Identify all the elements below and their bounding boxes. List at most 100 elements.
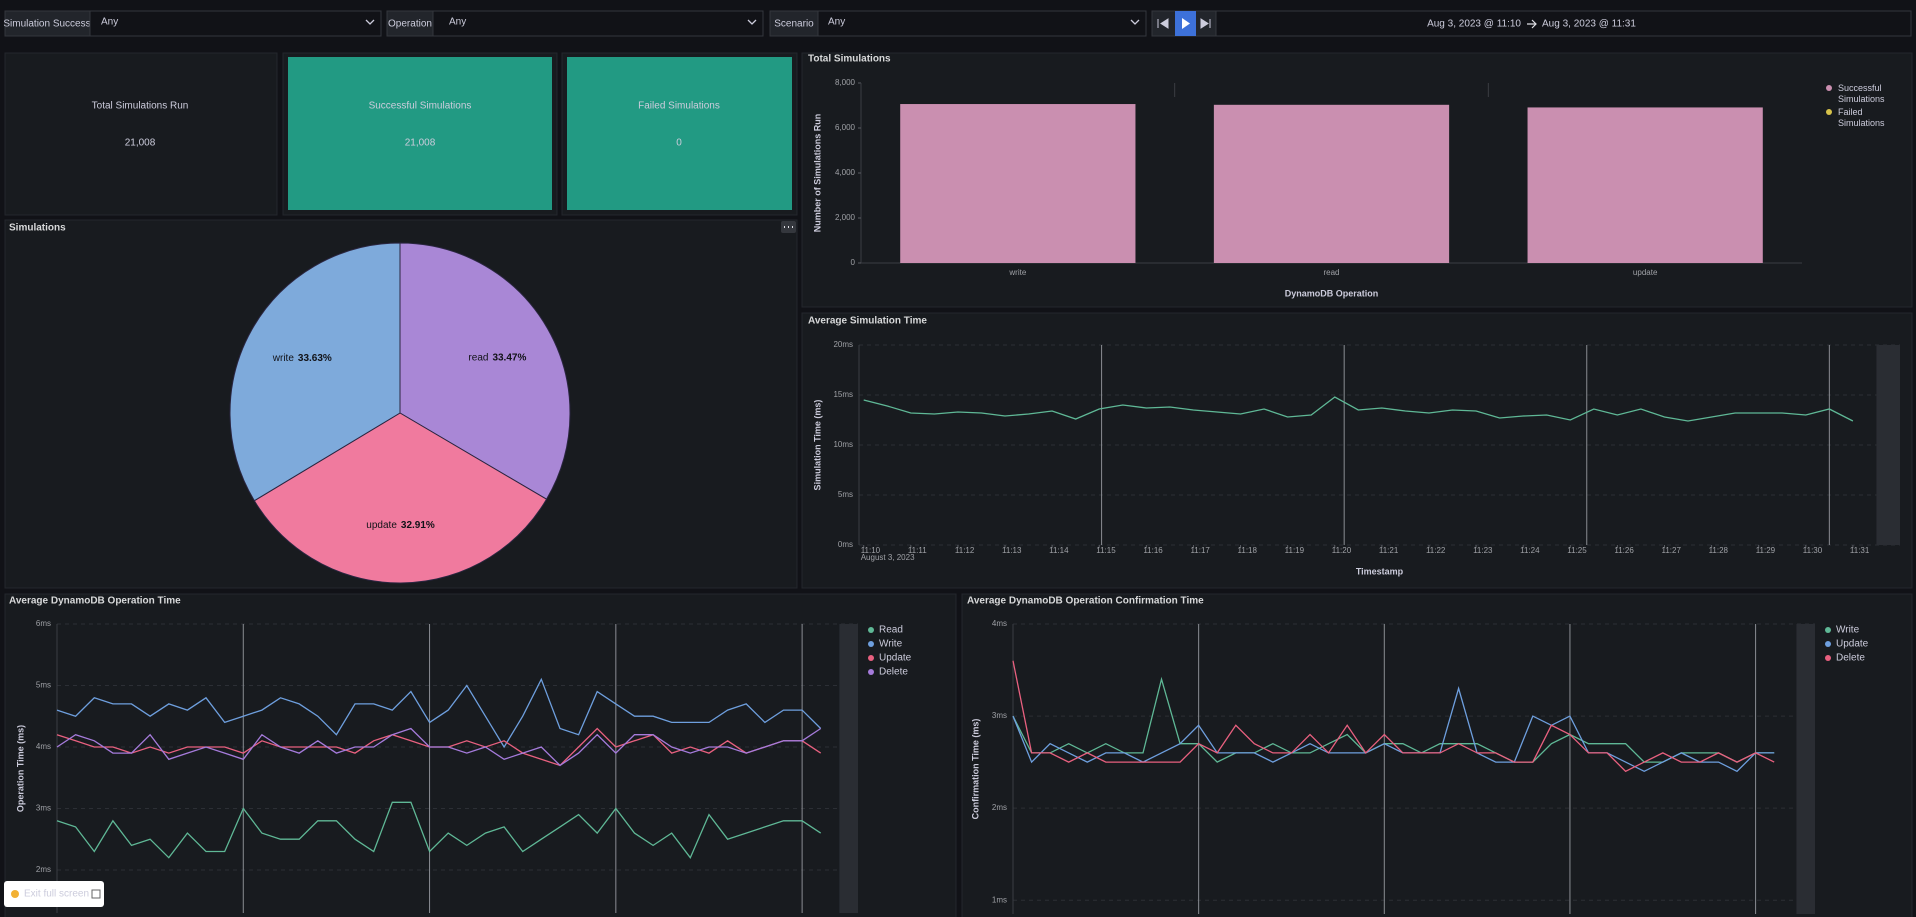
exit-fullscreen-button[interactable]: Exit full screen: [4, 881, 104, 907]
stat-panel: [288, 57, 552, 210]
slice-value: 32.91%: [401, 520, 435, 531]
y-tick-label: 0: [851, 258, 856, 267]
legend-swatch: [868, 669, 874, 675]
y-tick-label: 2ms: [36, 865, 51, 874]
x-tick-label: 11:26: [1614, 546, 1634, 555]
y-tick-label: 20ms: [833, 340, 853, 349]
bar: [1213, 104, 1450, 264]
x-axis-sublabel: August 3, 2023: [861, 553, 915, 562]
y-axis-label: Confirmation Time (ms): [970, 719, 980, 820]
x-tick-label: 11:27: [1661, 546, 1681, 555]
stat-panel: [4, 52, 278, 216]
x-tick-label: 11:11: [908, 546, 927, 555]
panel: [4, 593, 957, 917]
icon: [91, 889, 101, 899]
bar: [1527, 107, 1763, 263]
step-back-button[interactable]: [1157, 18, 1169, 29]
plots: 0 2,000 4,000 6,000 8,000 Number of Simulatio…: [15, 78, 1900, 914]
icon: [1182, 18, 1190, 29]
legend-item[interactable]: Successful Simulations: [1826, 83, 1898, 105]
y-tick-label: 8,000: [835, 78, 856, 87]
panel-title: Total Simulations: [808, 54, 891, 65]
y-tick-label: 6ms: [36, 619, 51, 628]
filter-select[interactable]: [817, 10, 1147, 37]
filter[interactable]: Simulation Success Any: [3, 10, 382, 37]
series-line: [1012, 686, 1775, 773]
pie-slice: [253, 412, 548, 584]
series-line: [56, 677, 822, 749]
legend-swatch: [868, 641, 874, 647]
slice-category: write: [272, 352, 295, 363]
slice-value: 33.63%: [298, 352, 332, 363]
legend-label: Update: [1836, 639, 1869, 650]
y-tick-label: 2ms: [992, 803, 1007, 812]
x-tick-label: 11:16: [1143, 546, 1163, 555]
button-bg: [4, 881, 104, 907]
slice-category: update: [366, 520, 397, 531]
x-tick-label: 11:23: [1473, 546, 1493, 555]
x-tick-label: 11:21: [1379, 546, 1399, 555]
panel-title: Average DynamoDB Operation Confirmation …: [967, 596, 1204, 607]
filter-label: Scenario: [774, 19, 814, 30]
y-tick-label: 6,000: [835, 123, 856, 132]
x-tick-label: 11:10: [861, 546, 881, 555]
x-tick-label: 11:12: [955, 546, 975, 555]
legend-swatch: [1825, 655, 1831, 661]
x-tick-label: 11:19: [1285, 546, 1305, 555]
time-range-box[interactable]: [1215, 10, 1912, 37]
y-axis-label: Number of Simulations Run: [812, 114, 822, 233]
y-tick-label: 1ms: [992, 895, 1007, 904]
filter[interactable]: Scenario Any: [769, 10, 1147, 37]
y-tick-label: 15ms: [833, 390, 853, 399]
x-tick-label: update: [1633, 268, 1658, 277]
legend: Successful Simulations Failed Simulations: [1826, 83, 1898, 131]
filter-value: Any: [101, 17, 118, 28]
y-axis-label: Simulation Time (ms): [812, 400, 822, 491]
legend-item[interactable]: Failed Simulations: [1826, 107, 1898, 129]
button-label: Exit full screen: [24, 889, 89, 900]
y-tick-label: 4ms: [36, 742, 51, 751]
legend-label: Delete: [879, 667, 908, 678]
filter-label: Operation: [388, 19, 432, 30]
icon: [11, 890, 19, 898]
slice-label: write 33.63%: [272, 352, 332, 363]
filter-value: Any: [828, 17, 845, 28]
y-tick-label: 5ms: [36, 681, 51, 690]
x-tick-label: 11:15: [1096, 546, 1116, 555]
legend-swatch: [1825, 641, 1831, 647]
step-forward-button[interactable]: [1200, 18, 1211, 29]
legend-label: Failed Simulations: [1838, 107, 1885, 128]
legend-label: Successful Simulations: [1838, 83, 1885, 104]
x-tick-label: read: [1323, 268, 1339, 277]
filter-select[interactable]: [432, 10, 764, 37]
chevron: [1130, 19, 1140, 25]
stat-title: Failed Simulations: [638, 101, 720, 112]
filter-value: Any: [449, 17, 466, 28]
panel: [801, 312, 1913, 589]
pie-slice: [229, 242, 401, 502]
legend-swatch: [1825, 627, 1831, 633]
stat-value: 0: [676, 138, 682, 149]
x-tick-label: 11:31: [1850, 546, 1870, 555]
stat-title: Successful Simulations: [369, 101, 472, 112]
filter-label-box: [769, 10, 819, 37]
x-tick-label: 11:28: [1709, 546, 1729, 555]
x-tick-label: 11:13: [1002, 546, 1022, 555]
x-tick-label: 11:14: [1049, 546, 1069, 555]
y-tick-label: 2,000: [835, 213, 856, 222]
slice-label: update 32.91%: [366, 520, 435, 531]
series-line: [1012, 660, 1775, 773]
stat-value: 21,008: [125, 138, 156, 149]
x-axis-label: DynamoDB Operation: [1285, 288, 1379, 298]
filter-label-box: [386, 10, 434, 37]
legend-label: Delete: [1836, 653, 1865, 664]
legend-label: Write: [879, 639, 903, 650]
panel-title: Simulations: [9, 223, 66, 234]
filter-select[interactable]: [89, 10, 382, 37]
x-tick-label: 11:25: [1567, 546, 1587, 555]
filter[interactable]: Operation Any: [386, 10, 764, 37]
legend-swatch: [1826, 85, 1832, 91]
series-line: [863, 396, 1854, 422]
x-tick-label: 11:17: [1190, 546, 1210, 555]
